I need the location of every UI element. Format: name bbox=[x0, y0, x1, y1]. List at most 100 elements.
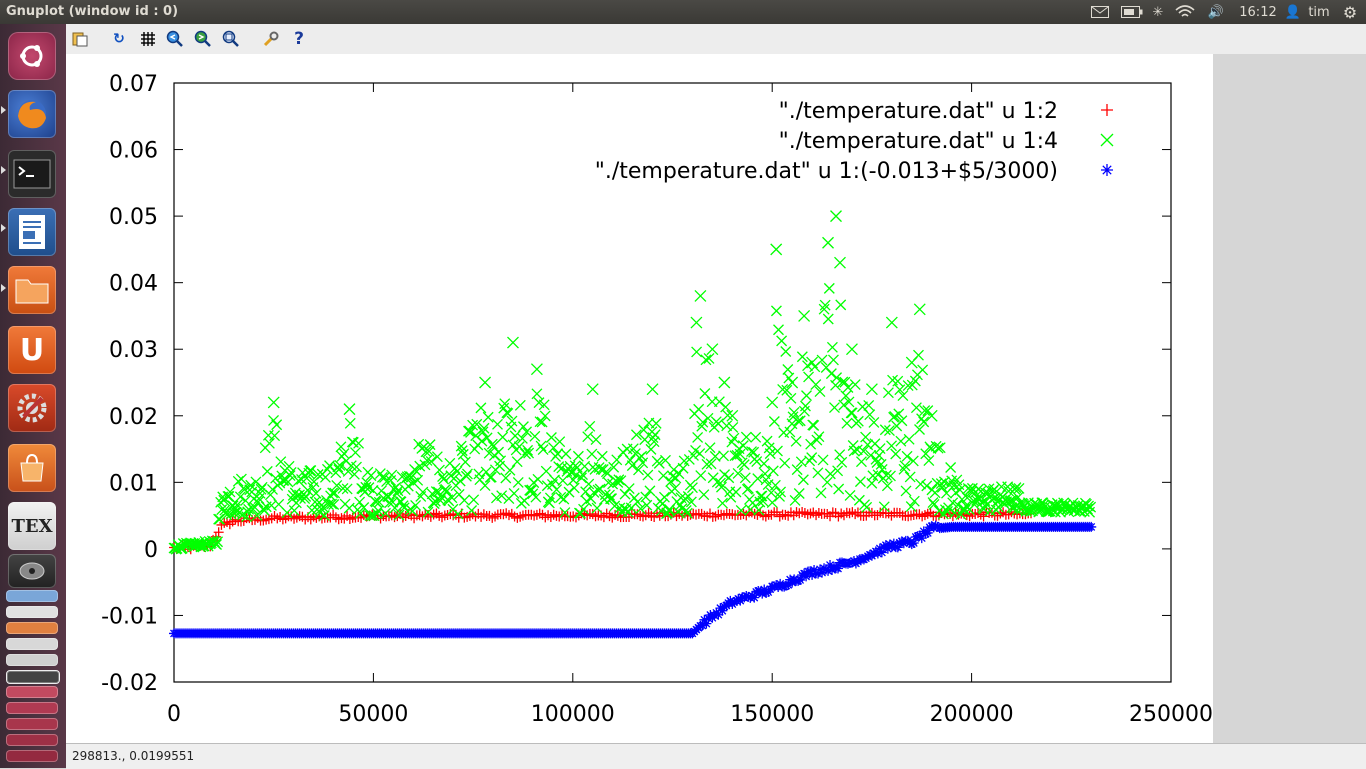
data-point bbox=[300, 491, 312, 502]
data-point bbox=[337, 482, 349, 494]
data-point bbox=[252, 496, 264, 508]
data-point bbox=[289, 513, 300, 524]
data-point bbox=[903, 433, 915, 445]
data-point bbox=[751, 456, 763, 468]
volume-icon[interactable]: 🔊 bbox=[1207, 4, 1225, 20]
data-point bbox=[221, 509, 233, 521]
clock[interactable]: 16:12 bbox=[1239, 4, 1277, 20]
data-point bbox=[779, 457, 791, 469]
disk-icon[interactable] bbox=[8, 554, 56, 588]
stacked-launcher-item[interactable] bbox=[6, 670, 60, 684]
system-settings-icon[interactable] bbox=[8, 384, 56, 432]
data-point bbox=[354, 496, 366, 508]
grid-icon[interactable] bbox=[139, 30, 157, 48]
mail-icon[interactable] bbox=[1090, 3, 1110, 21]
stacked-launcher-item[interactable] bbox=[6, 686, 58, 698]
data-point bbox=[619, 488, 631, 500]
replot-icon[interactable]: ↻ bbox=[113, 31, 125, 47]
data-point bbox=[536, 416, 548, 428]
data-point bbox=[742, 482, 754, 494]
data-point bbox=[212, 536, 224, 548]
data-point bbox=[1086, 521, 1097, 532]
data-point bbox=[537, 444, 549, 456]
stacked-launcher-item[interactable] bbox=[6, 606, 58, 618]
data-point bbox=[892, 375, 904, 387]
user-name[interactable]: tim bbox=[1308, 4, 1330, 20]
terminal-icon[interactable] bbox=[8, 150, 56, 198]
data-point bbox=[882, 387, 894, 399]
data-point bbox=[879, 424, 891, 436]
legend-label: "./temperature.dat" u 1:(-0.013+$5/3000) bbox=[595, 159, 1058, 184]
data-point bbox=[669, 482, 681, 494]
data-point bbox=[242, 506, 254, 518]
data-point bbox=[932, 442, 944, 454]
wifi-icon[interactable] bbox=[1174, 3, 1196, 21]
data-point bbox=[719, 601, 730, 612]
data-point bbox=[767, 465, 779, 477]
data-point bbox=[929, 487, 941, 499]
autoscale-icon[interactable] bbox=[222, 30, 240, 48]
firefox-icon[interactable] bbox=[8, 90, 56, 138]
data-point bbox=[412, 474, 424, 486]
data-point bbox=[815, 564, 826, 575]
plot-canvas[interactable]: 0 50000 100000 150000 200000 250000 0.07 0.06 0.… bbox=[66, 54, 1213, 743]
data-point bbox=[855, 456, 867, 468]
data-point bbox=[922, 527, 933, 538]
data-point bbox=[681, 507, 693, 519]
ubuntu-one-icon[interactable]: U bbox=[8, 326, 56, 374]
stacked-launcher-item[interactable] bbox=[6, 654, 58, 666]
settings-gear-icon[interactable]: ⚙ bbox=[1342, 2, 1358, 22]
data-point bbox=[834, 256, 846, 269]
data-point bbox=[269, 430, 281, 442]
data-point bbox=[780, 346, 792, 357]
data-point bbox=[431, 451, 443, 463]
data-point bbox=[653, 457, 665, 469]
tex-label: TEX bbox=[11, 515, 53, 537]
preferences-wrench-icon[interactable] bbox=[262, 30, 280, 48]
zoom-next-icon[interactable] bbox=[194, 30, 212, 48]
data-point bbox=[549, 474, 560, 486]
bluetooth-icon[interactable]: ✳ bbox=[1152, 4, 1164, 20]
stacked-launcher-item[interactable] bbox=[6, 702, 58, 714]
data-point bbox=[646, 383, 659, 396]
stacked-launcher-item[interactable] bbox=[6, 750, 58, 762]
writer-document-icon[interactable] bbox=[8, 208, 56, 256]
data-point bbox=[517, 421, 529, 433]
data-point bbox=[213, 527, 224, 538]
data-point bbox=[750, 431, 762, 443]
scatter-plot: 0 50000 100000 150000 200000 250000 0.07 0.06 0.… bbox=[101, 72, 1213, 727]
stacked-launcher-item[interactable] bbox=[6, 622, 58, 634]
battery-icon[interactable] bbox=[1120, 3, 1144, 21]
software-center-icon[interactable] bbox=[8, 444, 56, 492]
data-point bbox=[761, 587, 772, 598]
data-point bbox=[576, 472, 587, 484]
copy-to-clipboard-icon[interactable] bbox=[71, 30, 89, 48]
texmaker-icon[interactable]: TEX bbox=[8, 502, 56, 550]
data-point bbox=[516, 432, 528, 444]
data-point bbox=[645, 443, 657, 455]
data-point bbox=[526, 484, 538, 496]
ubuntu-logo-icon[interactable] bbox=[8, 32, 56, 80]
stacked-launcher-item[interactable] bbox=[6, 590, 58, 602]
data-point bbox=[788, 406, 800, 418]
data-point bbox=[535, 440, 547, 452]
data-point bbox=[680, 504, 692, 516]
data-point bbox=[342, 465, 354, 477]
stacked-launcher-item[interactable] bbox=[6, 638, 58, 650]
data-point bbox=[538, 399, 550, 411]
stacked-launcher-item[interactable] bbox=[6, 734, 58, 746]
data-point bbox=[740, 431, 752, 443]
window-title: Gnuplot (window id : 0) bbox=[6, 4, 179, 19]
x-tick-label: 0 bbox=[167, 702, 181, 727]
data-point bbox=[727, 421, 739, 433]
zoom-previous-icon[interactable] bbox=[166, 30, 184, 48]
data-point bbox=[759, 584, 770, 595]
data-point bbox=[783, 579, 794, 590]
data-point bbox=[559, 507, 571, 519]
stacked-launcher-item[interactable] bbox=[6, 718, 58, 730]
files-folder-icon[interactable] bbox=[8, 266, 56, 314]
data-point bbox=[709, 450, 721, 462]
data-point bbox=[679, 493, 691, 505]
data-point bbox=[466, 505, 478, 516]
help-icon[interactable]: ? bbox=[294, 29, 304, 49]
